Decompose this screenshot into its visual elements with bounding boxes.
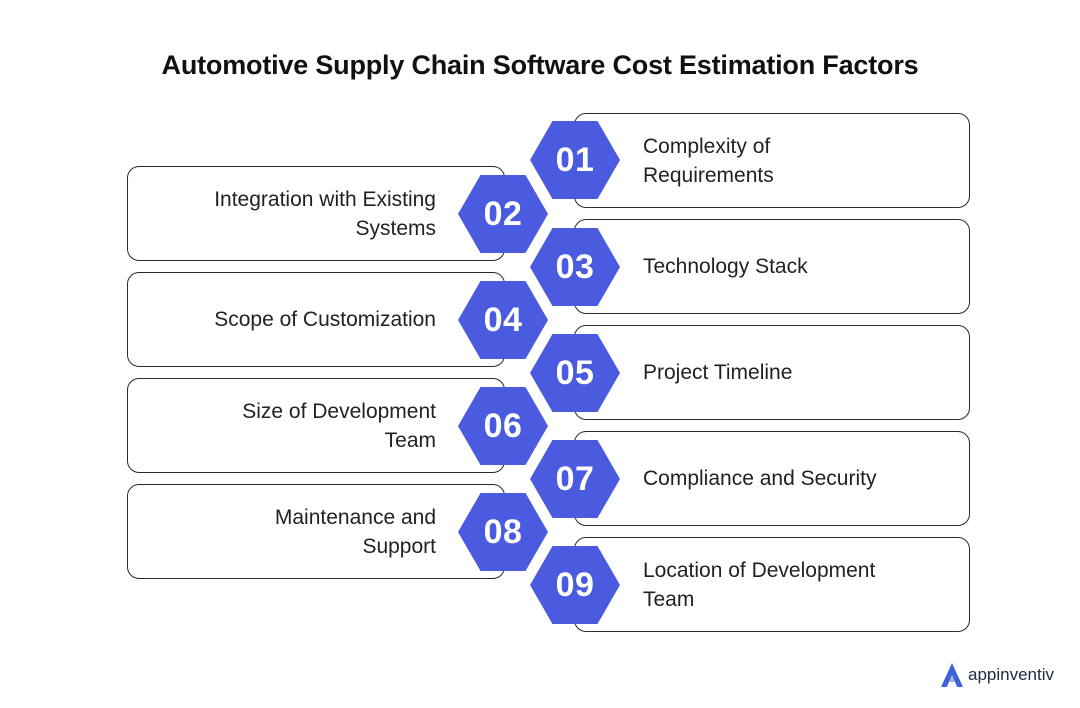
brand-logo: appinventiv: [940, 662, 1054, 688]
hex-badge-07: 07: [530, 440, 620, 518]
factor-card-05: Project Timeline: [574, 325, 970, 420]
factor-label-line: Complexity of: [643, 134, 771, 158]
factor-label-line: Maintenance and: [274, 505, 436, 529]
factor-label-line: Technology Stack: [643, 255, 808, 278]
factor-card-03: Technology Stack: [574, 219, 970, 314]
hex-badge-05: 05: [530, 334, 620, 412]
hex-badge-08: 08: [458, 493, 548, 571]
hex-badge-09: 09: [530, 546, 620, 624]
hex-badge-06: 06: [458, 387, 548, 465]
factor-card-07: Compliance and Security: [574, 431, 970, 526]
factor-label-line: Size of Development: [242, 399, 436, 423]
factor-label-line: Compliance and Security: [643, 467, 877, 490]
factor-label-line: Team: [643, 587, 695, 611]
diagram-title: Automotive Supply Chain Software Cost Es…: [161, 50, 919, 80]
hex-badge-04: 04: [458, 281, 548, 359]
appinventiv-logo-icon: [941, 663, 963, 687]
hex-badge-02: 02: [458, 175, 548, 253]
factor-card-02: Integration with Existing Systems: [127, 166, 505, 261]
factor-card-06: Size of Development Team: [127, 378, 505, 473]
factor-card-01: Complexity of Requirements: [574, 113, 970, 208]
factor-card-08: Maintenance and Support: [127, 484, 505, 579]
factor-label-line: Scope of Customization: [214, 308, 436, 331]
factor-label-line: Location of Development: [643, 558, 876, 582]
factor-label-line: Support: [362, 534, 436, 558]
hex-badge-01: 01: [530, 121, 620, 199]
factor-label-line: Team: [384, 428, 436, 452]
factor-label-line: Systems: [355, 216, 436, 240]
factor-label-line: Requirements: [643, 163, 774, 187]
factor-card-09: Location of Development Team: [574, 537, 970, 632]
factor-card-04: Scope of Customization: [127, 272, 505, 367]
factor-label-line: Project Timeline: [643, 361, 793, 384]
logo-text: appinventiv: [968, 665, 1055, 684]
hex-badge-03: 03: [530, 228, 620, 306]
factor-label-line: Integration with Existing: [214, 187, 436, 211]
